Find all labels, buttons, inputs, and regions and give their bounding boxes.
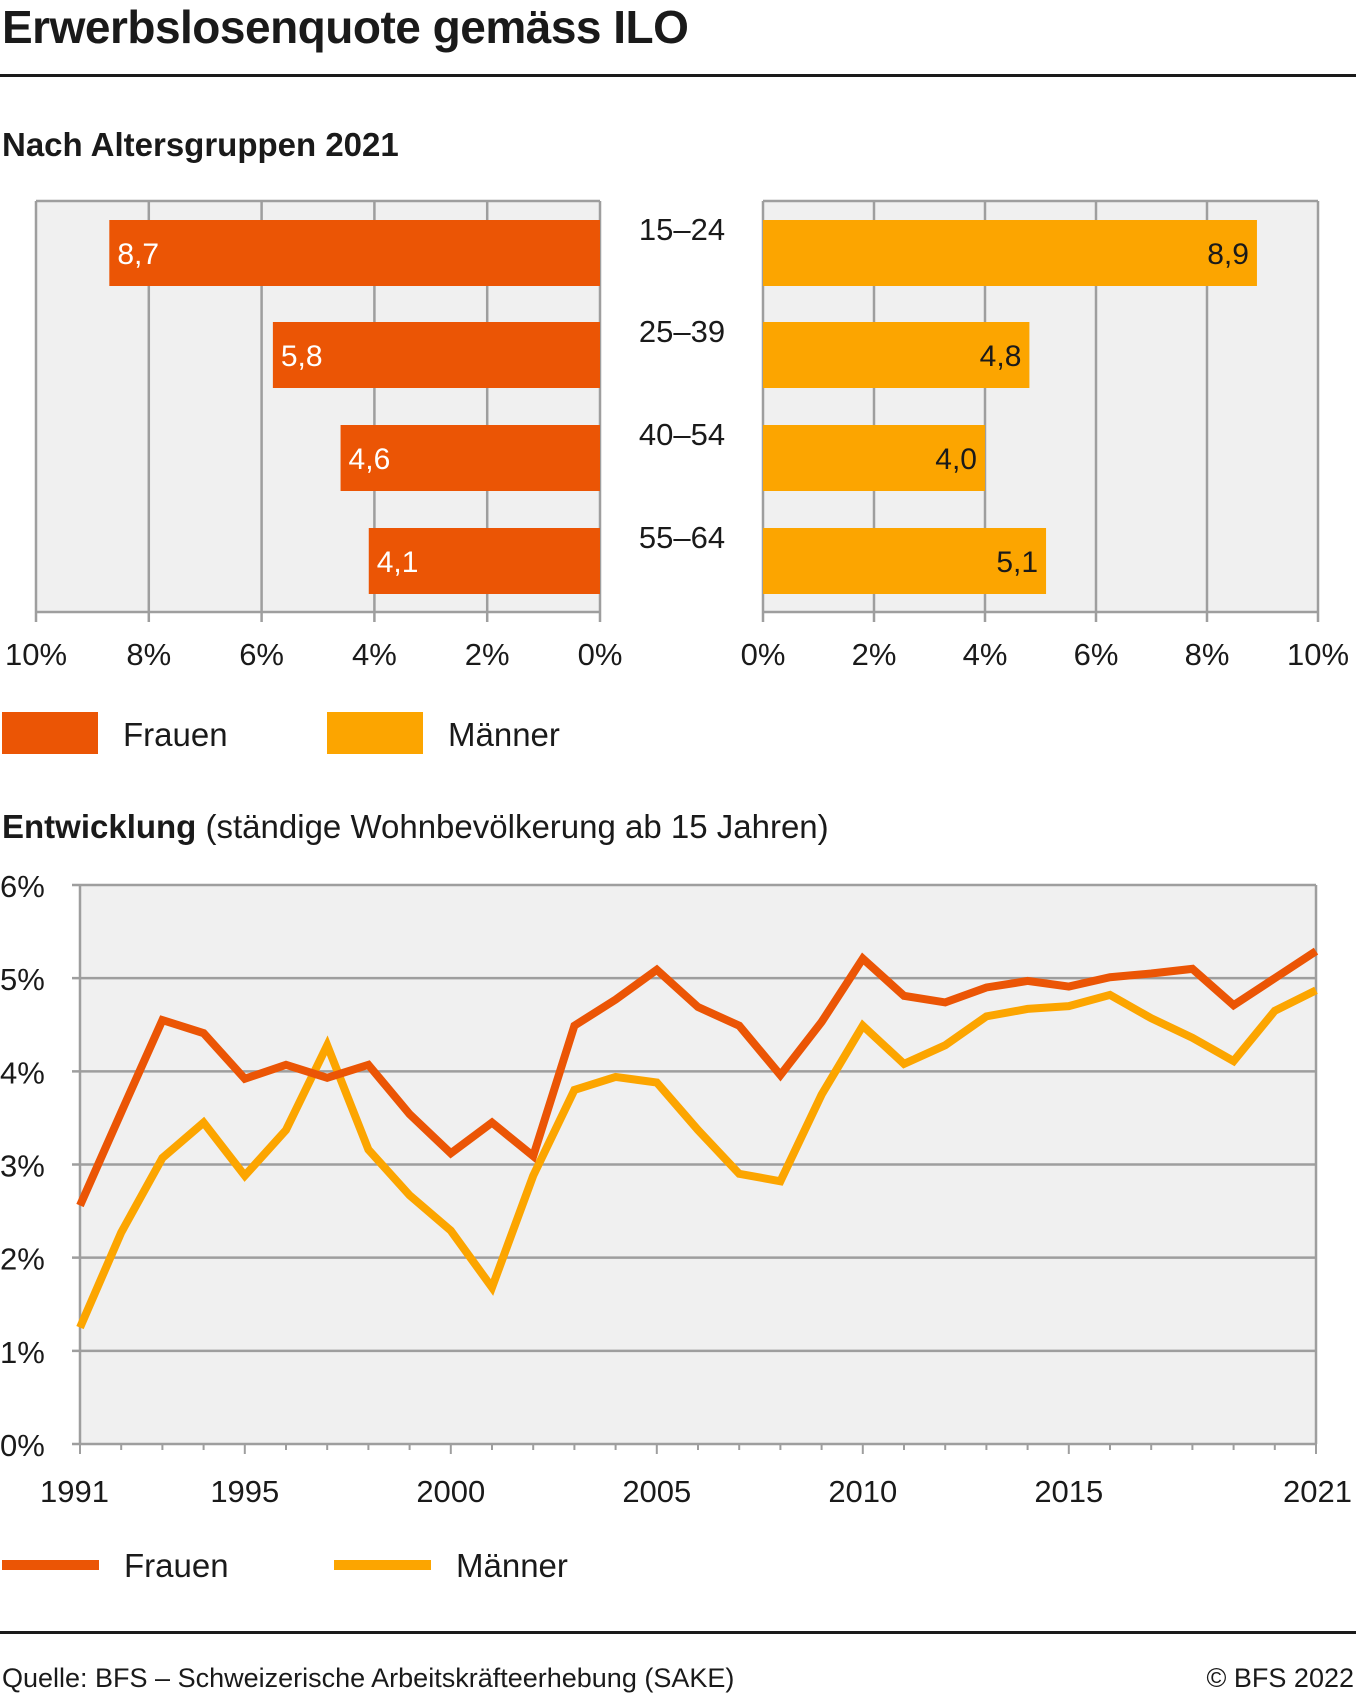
line-series-maenner [76,986,1318,1330]
y-tick-label: 6% [0,869,45,904]
bar-frauen-55–64 [368,528,600,594]
bar-x-tick-label: 10% [1287,637,1349,672]
bar-x-tick-label: 2% [852,637,897,672]
bar-value-label: 8,7 [117,238,159,271]
legend-label: Männer [448,716,560,753]
line-chart: 0% 1% 2% 3% 4% 5% 6% 1991 1995 2000 2005 2010 2015 20… [0,869,1352,1509]
x-tick-label: 2005 [622,1474,691,1509]
bar-x-tick-label: 8% [1185,637,1230,672]
bar-frauen-15–24 [109,220,600,286]
y-tick-label: 2% [0,1242,45,1277]
bar-x-tick-label: 10% [5,637,67,672]
legend-label: Männer [456,1547,568,1584]
bar-x-tick-label: 0% [741,637,786,672]
title-divider [0,74,1356,77]
x-tick-label: 2010 [828,1474,897,1509]
bar-value-label: 4,8 [980,340,1022,373]
bar-maenner-55–64 [763,528,1047,594]
copyright-note: © BFS 2022 [1206,1663,1354,1693]
y-tick-label: 0% [0,1428,45,1463]
bar-maenner-15–24 [763,220,1257,286]
line-chart-title: Entwicklung (ständige Wohnbevölkerung ab… [2,808,829,846]
bar-value-label: 4,0 [935,443,977,476]
age-group-label: 25–39 [639,314,725,349]
bar-panel-frauen: 0% 2% 4% 6% 8% 10% 8,7 5,8 4,6 4,1 [5,199,623,672]
footer-divider [0,1631,1356,1634]
legend-line-maenner [334,1560,431,1570]
age-group-label: 40–54 [639,417,725,452]
x-tick-label: 2021 [1283,1474,1352,1509]
bar-legend: Frauen Männer [2,712,560,754]
page-title: Erwerbslosenquote gemäss ILO [2,1,689,53]
bar-value-label: 5,8 [281,340,323,373]
y-tick-label: 5% [0,962,45,997]
legend-line-frauen [2,1560,99,1570]
bar-value-label: 5,1 [996,546,1038,579]
y-tick-label: 4% [0,1055,45,1090]
bar-x-tick-label: 4% [352,637,397,672]
age-group-label: 55–64 [639,520,725,555]
bar-x-tick-label: 6% [1074,637,1119,672]
bar-value-label: 8,9 [1207,238,1249,271]
x-tick-label: 2015 [1034,1474,1103,1509]
line-chart-title-main: Entwicklung [2,808,197,845]
bar-x-tick-label: 0% [578,637,623,672]
line-series-frauen [76,947,1319,1208]
legend-label: Frauen [124,1547,229,1584]
legend-label: Frauen [123,716,228,753]
age-group-label: 15–24 [639,212,725,247]
legend-swatch-frauen [2,712,98,754]
bar-maenner-25–39 [763,322,1030,388]
x-tick-label: 1995 [210,1474,279,1509]
bar-chart-title: Nach Altersgruppen 2021 [2,126,399,163]
x-tick-label: 1991 [40,1474,109,1509]
bar-value-label: 4,1 [377,546,419,579]
x-tick-label: 2000 [416,1474,485,1509]
bar-x-tick-label: 8% [126,637,171,672]
y-tick-label: 3% [0,1149,45,1184]
bar-frauen-25–39 [272,322,600,388]
bar-value-label: 4,6 [349,443,391,476]
bar-panel-maenner: 0% 2% 4% 6% 8% 10% 8,9 4,8 4,0 5,1 [741,199,1349,672]
y-tick-label: 1% [0,1335,45,1370]
bar-x-tick-label: 4% [963,637,1008,672]
line-legend: Frauen Männer [2,1547,568,1584]
source-note: Quelle: BFS – Schweizerische Arbeitskräf… [2,1663,735,1693]
line-chart-subtitle: (ständige Wohnbevölkerung ab 15 Jahren) [205,808,829,845]
bar-frauen-40–54 [340,425,600,491]
legend-swatch-maenner [327,712,423,754]
bar-x-tick-label: 6% [239,637,284,672]
bar-x-tick-label: 2% [465,637,510,672]
bar-maenner-40–54 [763,425,985,491]
